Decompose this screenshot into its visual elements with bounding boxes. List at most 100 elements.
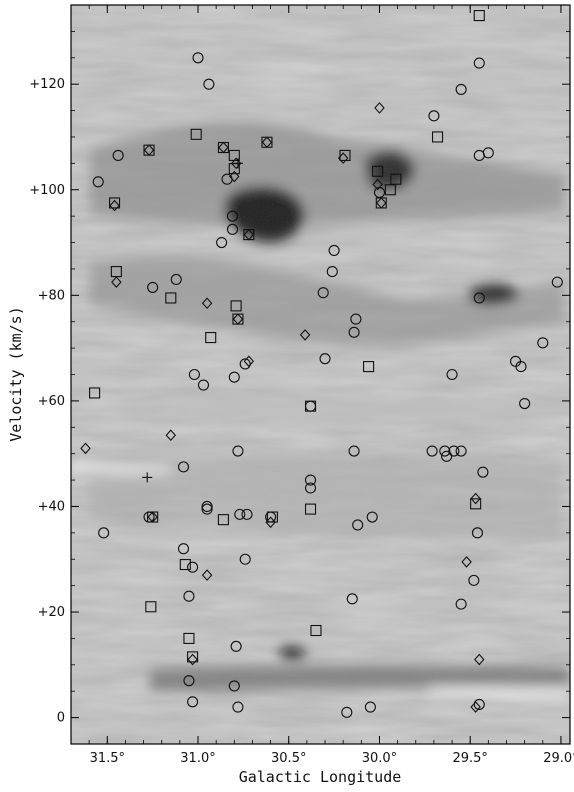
diamond-marker [243,355,255,368]
x-axis-title: Galactic Longitude [239,768,402,786]
circle-marker [350,313,362,325]
circle-marker [455,598,467,610]
x-tick-label: 29.0° [543,751,574,766]
circle-marker [201,503,213,515]
circle-marker [473,57,485,69]
diamond-marker [337,152,349,164]
circle-marker [234,508,246,520]
diamond-marker [229,170,240,183]
circle-marker [92,176,104,188]
diamond-marker [201,569,213,581]
circle-marker [197,379,210,391]
circle-marker [473,292,485,304]
circle-marker [317,287,329,299]
circle-marker [328,244,340,257]
x-tick-label: 30.5° [271,751,306,766]
diamond-marker [376,197,387,209]
circle-marker [177,543,190,555]
square-marker [205,331,217,344]
diamond-marker [143,144,155,156]
circle-marker [473,149,485,161]
circle-marker [239,553,251,565]
circle-marker [515,361,527,373]
circle-marker [364,701,376,713]
circle-marker [183,675,195,687]
diamond-marker [474,653,485,666]
diamond-marker [80,442,91,455]
circle-marker [232,445,244,457]
circle-marker [177,461,190,473]
circle-marker [304,474,317,486]
y-tick-label: +40 [38,499,65,514]
circle-marker [226,223,239,235]
circle-marker [241,508,253,520]
circle-marker [228,680,240,692]
circle-marker [187,696,199,708]
square-marker [165,292,177,304]
plus-marker [142,472,153,483]
square-marker [266,511,278,523]
square-marker [108,197,121,209]
square-marker [310,624,322,637]
circle-marker [201,500,213,513]
circle-marker [439,445,451,457]
square-marker [363,361,375,373]
circle-marker [232,701,244,713]
diamond-marker [147,511,158,523]
circle-marker [446,368,458,381]
circle-marker [468,574,480,586]
square-marker [187,651,199,663]
square-marker [304,503,317,515]
diamond-marker [187,653,198,666]
square-marker [390,173,402,185]
diamond-marker [230,157,242,170]
circle-marker [188,368,200,381]
circle-marker [471,527,484,539]
circle-marker [428,110,440,122]
circle-marker [519,397,531,410]
circle-marker [341,706,353,718]
circle-marker [187,561,199,573]
diamond-marker [372,178,383,191]
diamond-marker [470,492,481,505]
x-tick-label: 29.5° [452,751,487,766]
x-tick-label: 31.5° [90,751,125,766]
x-tick-label: 31.0° [180,751,215,766]
circle-marker [226,210,239,222]
diamond-marker [265,516,276,529]
diamond-marker [470,701,481,713]
y-tick-label: +80 [38,288,65,303]
circle-marker [348,445,360,457]
circle-marker [477,466,489,478]
diamond-marker [109,199,120,212]
y-axis-title: Velocity (km/s) [7,306,25,441]
circle-marker [426,445,438,457]
circle-marker [216,236,228,249]
plus-marker [232,158,243,169]
circle-marker [346,593,358,605]
square-marker [473,10,485,22]
circle-marker [448,445,460,457]
circle-marker [230,640,242,652]
circle-marker [326,266,338,278]
square-marker [304,400,317,412]
diamond-marker [218,141,229,154]
square-marker [217,514,229,526]
square-marker [190,128,202,140]
emission-map [71,5,570,744]
square-marker [230,300,242,312]
axes: 31.5° 31.0° 30.5° 30.0° 29.5° 29.0° 0 +20 +40 +60… [29,5,574,766]
circle-marker [352,519,364,531]
diamond-marker [243,228,255,241]
circle-marker [203,78,215,90]
diamond-marker [111,276,122,288]
diamond-marker [261,136,273,149]
circle-marker [112,149,124,161]
circle-marker [304,482,317,494]
circle-marker [239,358,251,370]
y-tick-label: +100 [29,183,65,198]
circle-marker [366,511,378,523]
diamond-marker [374,102,385,114]
circle-marker [98,527,110,539]
